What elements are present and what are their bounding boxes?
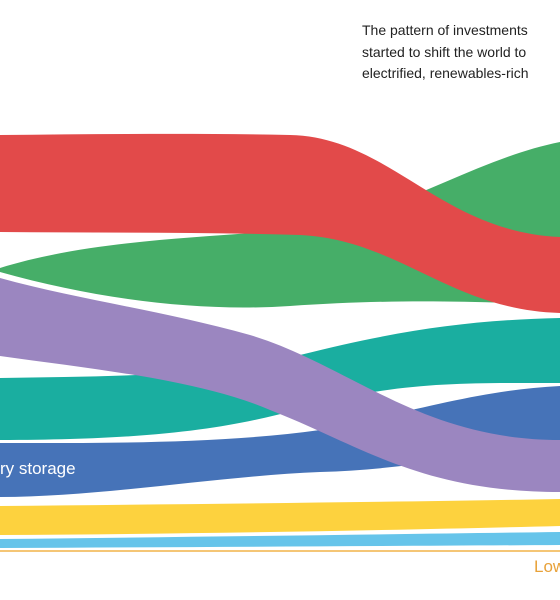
lightblue-ribbon: [0, 532, 560, 548]
intro-line: started to shift the world to: [362, 43, 527, 60]
intro-text: The pattern of investments started to sh…: [362, 20, 560, 85]
intro-line: electrified, renewables-rich: [362, 65, 529, 81]
red-ribbon: [0, 133, 560, 313]
intro-line: The pattern of investments: [362, 22, 528, 38]
axis-label: Low: [534, 557, 560, 576]
ribbon-label: ry storage: [0, 459, 76, 478]
yellow-ribbon: [0, 499, 560, 535]
purple-ribbon: [0, 278, 560, 492]
